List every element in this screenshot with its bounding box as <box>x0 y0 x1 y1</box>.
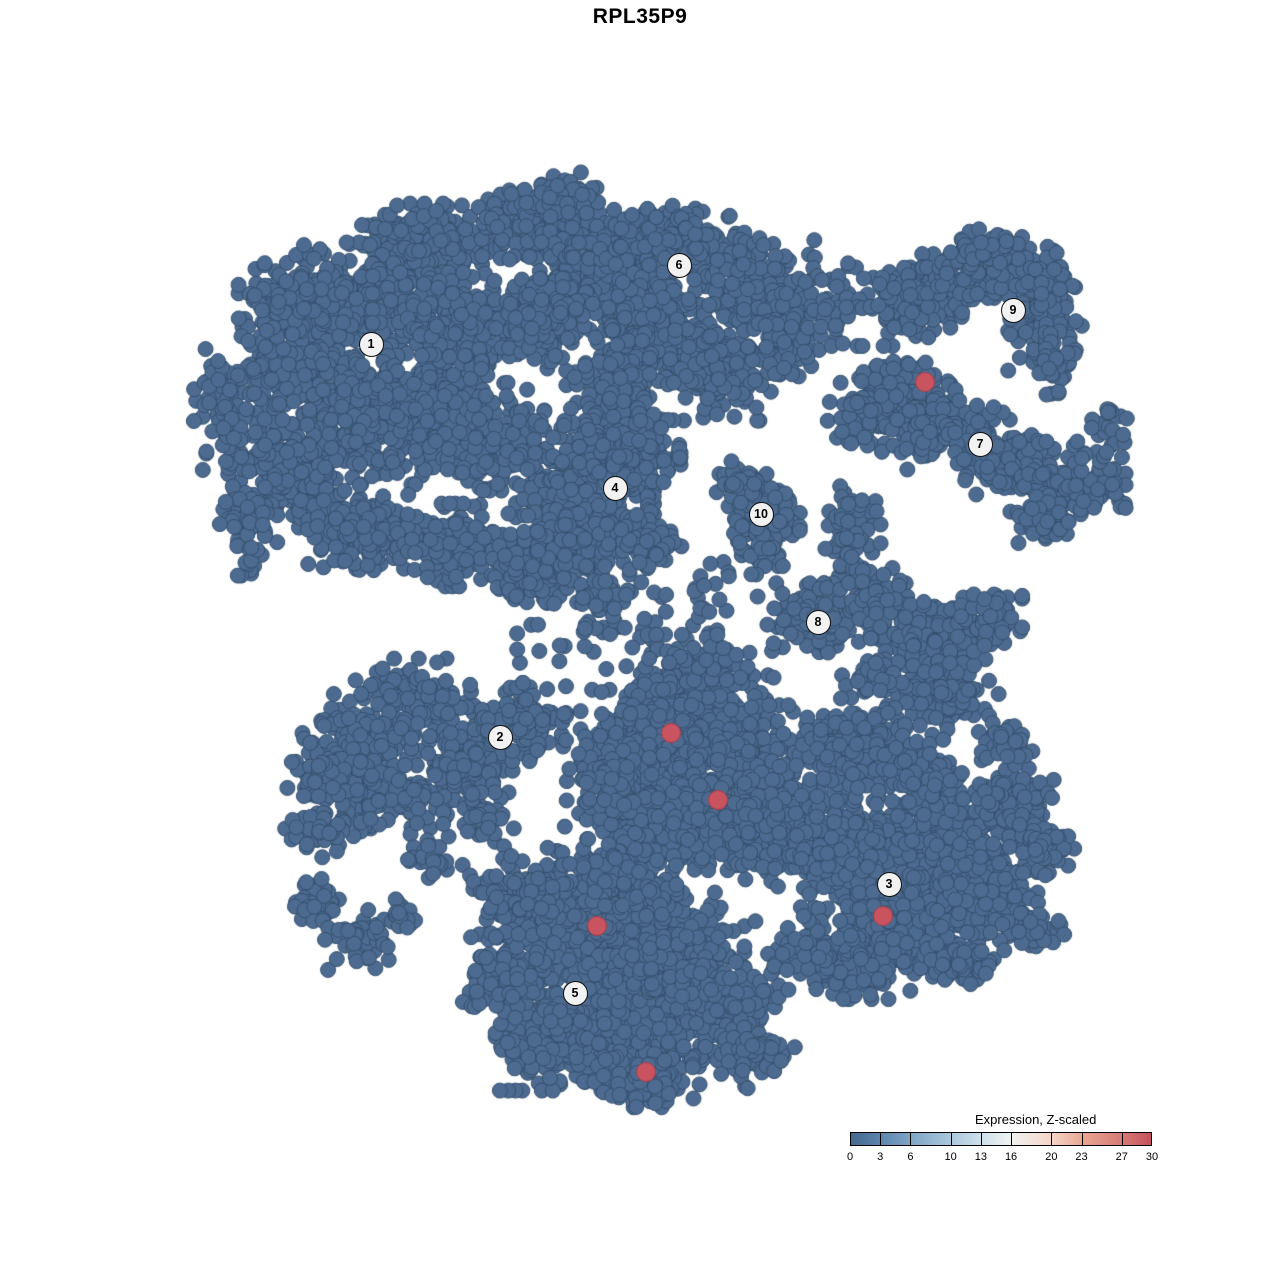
scatter-canvas <box>0 0 1280 1280</box>
